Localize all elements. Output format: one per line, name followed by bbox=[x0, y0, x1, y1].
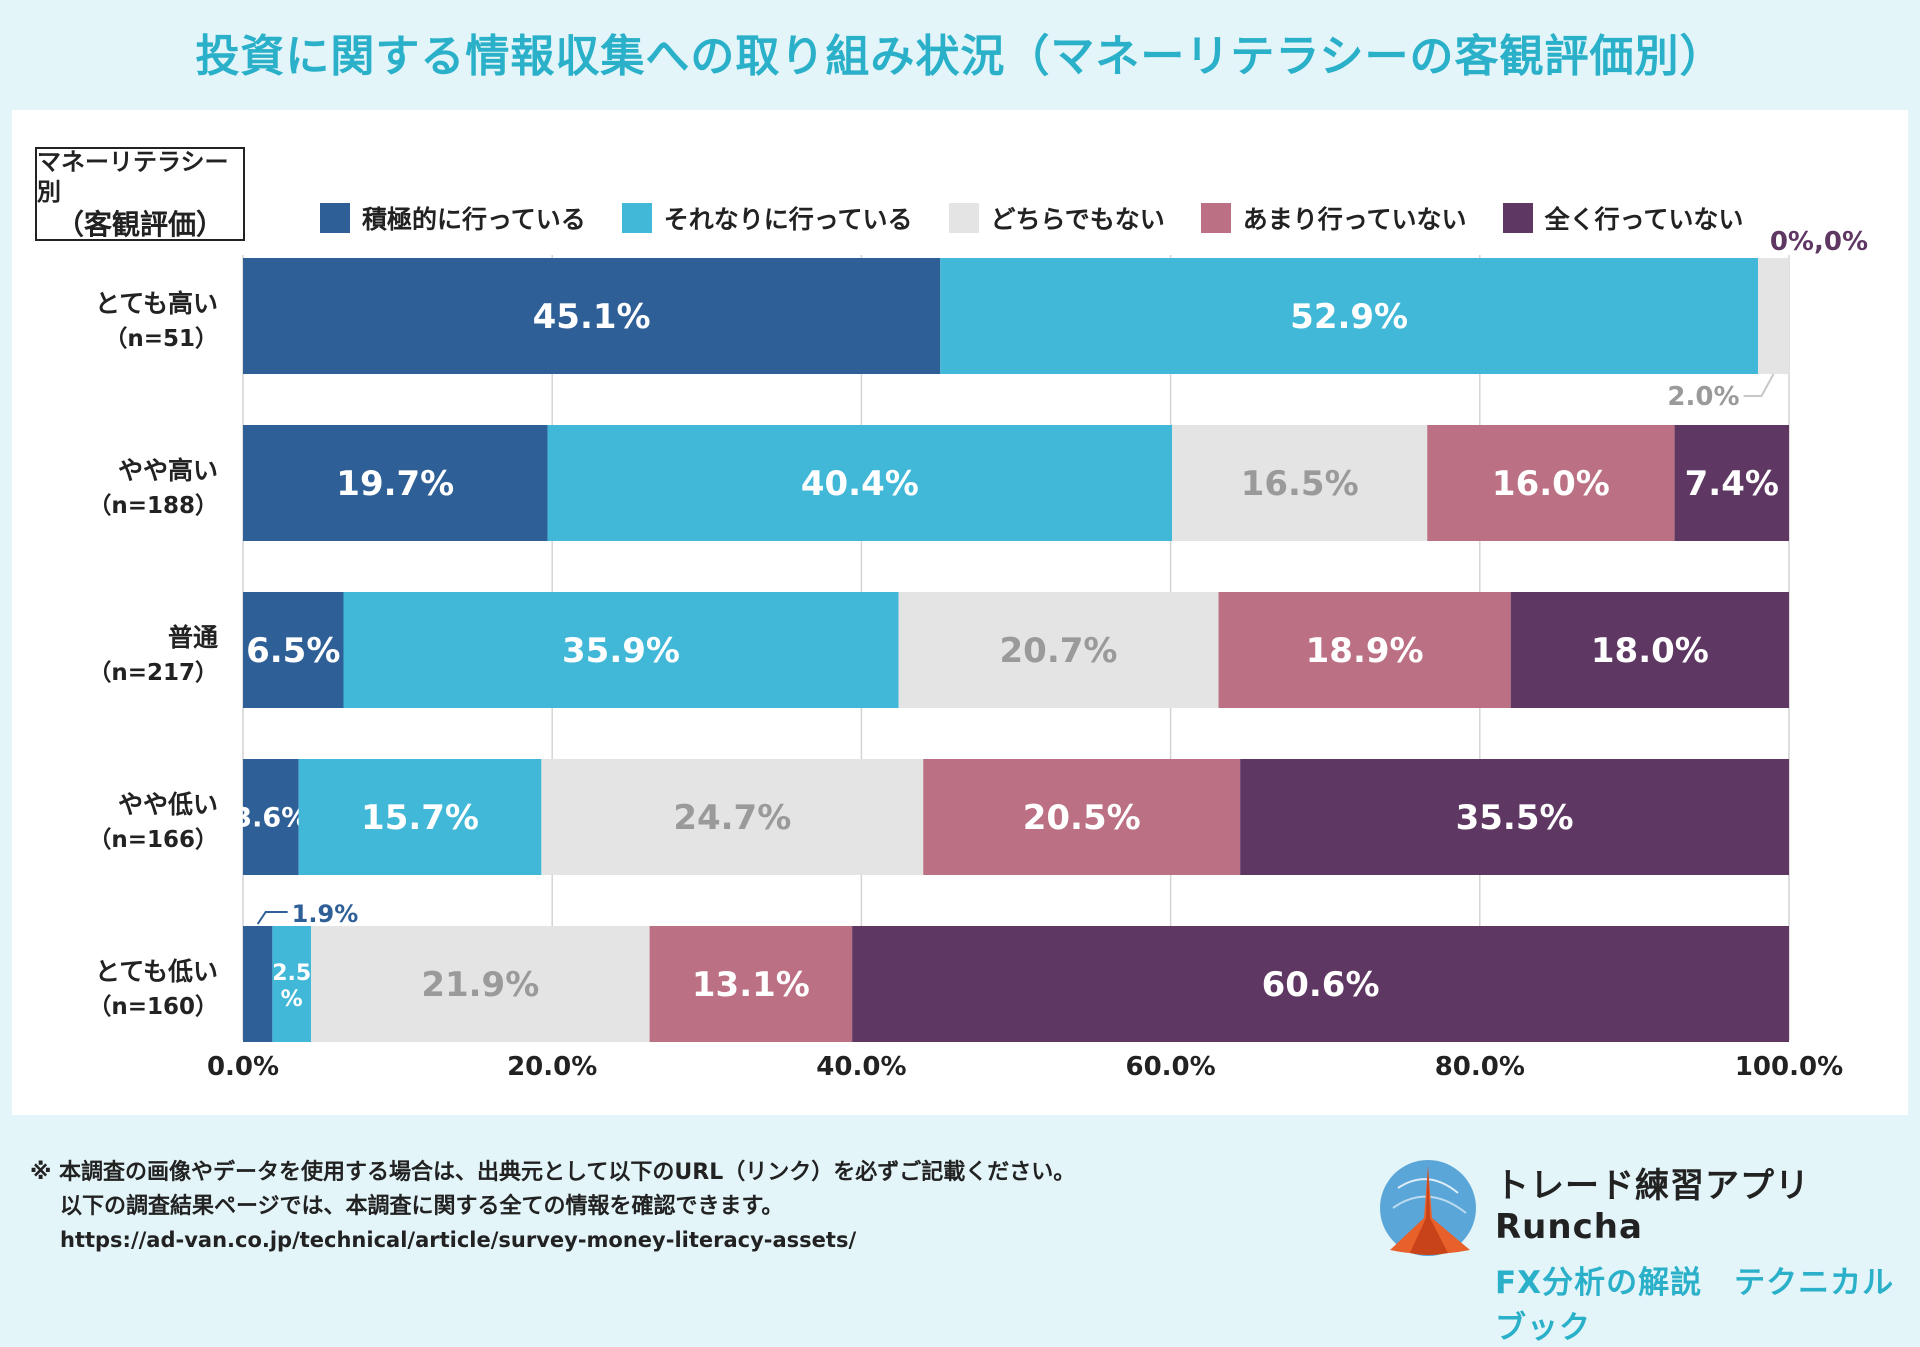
bar-segment bbox=[898, 592, 1219, 708]
bar-segment bbox=[272, 926, 312, 1042]
footer-url[interactable]: https://ad-van.co.jp/technical/article/s… bbox=[60, 1228, 857, 1253]
x-tick-label: 100.0% bbox=[1735, 1052, 1843, 1082]
bar-segment bbox=[343, 592, 899, 708]
legend-swatch-rarely bbox=[1200, 203, 1231, 233]
brand-sub: FX分析の解説 テクニカルブック bbox=[1495, 1265, 1895, 1346]
category-n-label: （n=188） bbox=[88, 492, 218, 519]
bar-segment bbox=[1758, 258, 1789, 374]
legend-item-rarely: あまり行っていない bbox=[1200, 200, 1467, 236]
legend-item-moderate: それなりに行っている bbox=[621, 200, 913, 236]
legend-item-neutral: どちらでもない bbox=[948, 200, 1165, 236]
bar-segment bbox=[243, 425, 548, 541]
brand-block: トレード練習アプリ Runcha FX分析の解説 テクニカルブック bbox=[1495, 1158, 1920, 1347]
x-tick-label: 20.0% bbox=[507, 1052, 597, 1082]
bar-segment bbox=[243, 759, 299, 875]
chart-legend: 積極的に行っている それなりに行っている どちらでもない あまり行っていない 全… bbox=[320, 198, 1779, 238]
category-n-label: （n=166） bbox=[88, 826, 218, 853]
group-label-box: マネーリテラシー別 （客観評価） bbox=[35, 147, 245, 241]
bar-segment bbox=[649, 926, 853, 1042]
data-label: 3.6% bbox=[233, 803, 308, 834]
footer-note: ※ 本調査の画像やデータを使用する場合は、出典元として以下のURL（リンク）を必… bbox=[30, 1156, 1075, 1257]
callout-label: 1.9% bbox=[292, 900, 359, 928]
data-label: 18.9% bbox=[1306, 631, 1424, 671]
data-label: 7.4% bbox=[1685, 464, 1779, 504]
bar-segment bbox=[1240, 759, 1789, 875]
data-label: 15.7% bbox=[361, 798, 479, 838]
data-label: 18.0% bbox=[1591, 631, 1709, 671]
bar-segment bbox=[1674, 425, 1789, 541]
data-label: 20.7% bbox=[1000, 631, 1118, 671]
category-label: やや低い bbox=[118, 790, 218, 819]
bar-segment bbox=[311, 926, 650, 1042]
legend-swatch-moderate bbox=[621, 203, 652, 233]
data-label: 35.9% bbox=[562, 631, 680, 671]
legend-label-active: 積極的に行っている bbox=[362, 205, 586, 234]
bar-segment bbox=[940, 258, 1759, 374]
callout-leader bbox=[256, 911, 288, 925]
bar-segment bbox=[1510, 592, 1789, 708]
x-tick-label: 80.0% bbox=[1435, 1052, 1525, 1082]
legend-swatch-neutral bbox=[948, 203, 979, 233]
legend-label-moderate: それなりに行っている bbox=[663, 205, 913, 234]
bar-segment bbox=[298, 759, 542, 875]
legend-label-neutral: どちらでもない bbox=[990, 205, 1165, 234]
data-label: 20.5% bbox=[1023, 798, 1141, 838]
callout-leader bbox=[1743, 373, 1775, 397]
legend-label-rarely: あまり行っていない bbox=[1242, 205, 1467, 234]
data-label: 52.9% bbox=[1290, 297, 1408, 337]
legend-swatch-active bbox=[320, 203, 350, 233]
data-label: 16.5% bbox=[1241, 464, 1359, 504]
data-label: 35.5% bbox=[1456, 798, 1574, 838]
chart-title: 投資に関する情報収集への取り組み状況（マネーリテラシーの客観評価別） bbox=[195, 31, 1725, 82]
bar-segment bbox=[243, 926, 273, 1042]
bar-segment bbox=[923, 759, 1241, 875]
legend-item-active: 積極的に行っている bbox=[320, 200, 586, 236]
category-label: やや高い bbox=[118, 456, 218, 485]
category-label: とても低い bbox=[95, 957, 218, 986]
stacked-bar-chart: 45.1% 52.9% とても高い （n=51） 19.7% 40.4% 16.5% 16.0… bbox=[88, 227, 1868, 1082]
callout-label: 0%,0% bbox=[1770, 227, 1868, 257]
runcha-logo-icon bbox=[1380, 1160, 1476, 1256]
data-label: 60.6% bbox=[1262, 965, 1380, 1005]
group-label-line1: マネーリテラシー別 bbox=[37, 147, 229, 206]
footer-line2: 以下の調査結果ページでは、本調査に関する全ての情報を確認できます。 bbox=[60, 1194, 784, 1220]
legend-label-never: 全く行っていない bbox=[1544, 205, 1744, 234]
bar-segment bbox=[243, 258, 941, 374]
data-label: 2.5 bbox=[272, 961, 311, 986]
x-tick-label: 40.0% bbox=[816, 1052, 906, 1082]
legend-item-never: 全く行っていない bbox=[1502, 200, 1744, 236]
x-tick-label: 0.0% bbox=[207, 1052, 279, 1082]
data-label: 45.1% bbox=[533, 297, 651, 337]
group-label-line2: （客観評価） bbox=[55, 207, 224, 241]
footer-line1: ※ 本調査の画像やデータを使用する場合は、出典元として以下のURL（リンク）を必… bbox=[30, 1160, 1076, 1185]
bar-segment bbox=[1172, 425, 1428, 541]
data-label: 21.9% bbox=[421, 965, 539, 1005]
callout-label: 2.0% bbox=[1667, 382, 1739, 412]
bar-segment bbox=[541, 759, 924, 875]
brand-name: トレード練習アプリ Runcha bbox=[1495, 1166, 1845, 1247]
legend-swatch-never bbox=[1502, 203, 1533, 233]
data-label: 40.4% bbox=[801, 464, 919, 504]
data-label: % bbox=[281, 987, 303, 1012]
category-label: 普通 bbox=[168, 623, 218, 652]
bar-segment bbox=[243, 592, 344, 708]
data-label: 19.7% bbox=[336, 464, 454, 504]
x-tick-label: 60.0% bbox=[1125, 1052, 1215, 1082]
data-label: 13.1% bbox=[692, 965, 810, 1005]
bar-segment bbox=[1427, 425, 1675, 541]
bar-segment bbox=[547, 425, 1173, 541]
category-label: とても高い bbox=[95, 289, 218, 318]
category-n-label: （n=51） bbox=[104, 325, 218, 352]
data-label: 16.0% bbox=[1492, 464, 1610, 504]
bar-segment bbox=[1218, 592, 1511, 708]
data-label: 24.7% bbox=[673, 798, 791, 838]
bar-segment bbox=[852, 926, 1789, 1042]
category-n-label: （n=160） bbox=[88, 993, 218, 1020]
category-n-label: （n=217） bbox=[88, 659, 218, 686]
data-label: 6.5% bbox=[246, 631, 340, 671]
